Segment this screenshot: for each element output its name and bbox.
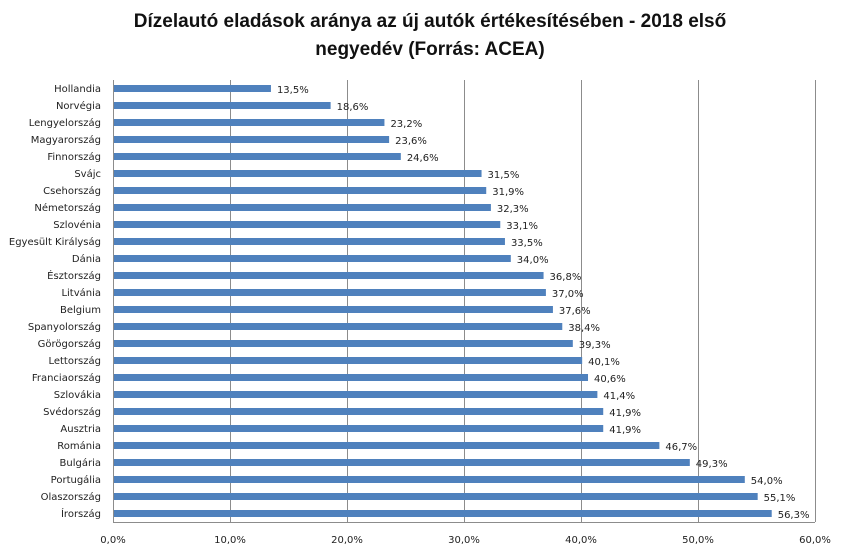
value-label: 32,3% [497,204,529,215]
value-label: 36,8% [550,272,582,283]
value-label: 31,9% [492,187,524,198]
x-tick-label: 50,0% [682,535,714,546]
value-label: 41,9% [609,408,641,419]
bar [114,476,745,483]
category-label: Svájc [74,168,101,180]
bar [114,306,553,313]
category-label: Észtország [47,269,101,282]
x-tick-labels: 0,0% 10,0% 20,0% 30,0% 40,0% 50,0% 60,0% [100,535,831,546]
value-label: 24,6% [407,153,439,164]
bar [114,374,589,381]
value-label: 49,3% [696,459,728,470]
category-label: Litvánia [61,287,101,299]
bar [114,340,573,347]
category-label: Portugália [51,474,101,486]
category-label: Németország [34,202,101,214]
value-label: 34,0% [517,255,549,266]
value-label: 54,0% [751,476,783,487]
category-label: Franciaország [32,372,101,384]
x-tick-label: 60,0% [799,535,831,546]
category-label: Írország [61,507,101,520]
category-label: Spanyolország [28,321,101,333]
value-label: 46,7% [665,442,697,453]
value-label: 18,6% [337,102,369,113]
value-label: 40,6% [594,374,626,385]
category-label: Norvégia [56,100,101,112]
chart-title: Dízelautó eladások aránya az új autók ér… [60,8,800,64]
category-label: Szlovákia [54,389,101,401]
value-label: 40,1% [588,357,620,368]
category-label: Magyarország [31,134,101,146]
category-label: Belgium [60,305,101,316]
x-tick-label: 20,0% [331,535,363,546]
x-tick-label: 30,0% [448,535,480,546]
value-label: 37,0% [552,289,584,300]
value-label: 33,5% [511,238,543,249]
value-label: 33,1% [506,221,538,232]
category-label: Görögország [38,338,101,350]
bar [114,425,604,432]
chart-title-line-2: negyedév (Forrás: ACEA) [315,39,545,60]
bar [114,391,598,398]
bar [114,170,482,177]
value-label: 41,4% [603,391,635,402]
category-label: Svédország [43,406,101,418]
bar [114,153,401,160]
category-labels: Hollandia Norvégia Lengyelország Magyarorsz… [9,84,101,520]
bar [114,289,546,296]
axes [113,80,815,523]
bar [114,442,660,449]
bars [114,85,772,517]
value-label: 31,5% [488,170,520,181]
gridlines [230,80,816,522]
category-label: Finnország [47,151,101,163]
bar [114,323,563,330]
bar [114,272,544,279]
bar [114,187,487,194]
chart-title-line-1: Dízelautó eladások aránya az új autók ér… [133,11,727,32]
bar [114,136,390,143]
bar [114,85,271,92]
value-label: 39,3% [579,340,611,351]
category-label: Egyesült Királyság [9,236,101,248]
category-label: Dánia [72,253,101,265]
bar [114,238,505,245]
value-label: 41,9% [609,425,641,436]
value-label: 37,6% [559,306,591,317]
value-labels: 13,5% 18,6% 23,2% 23,6% 24,6% 31,5% 31,9% 32,3%… [277,85,810,521]
x-tick-label: 0,0% [100,535,125,546]
bar [114,357,583,364]
value-label: 23,6% [395,136,427,147]
category-label: Bulgária [60,457,101,469]
category-label: Románia [57,440,101,452]
category-label: Ausztria [60,424,101,435]
category-label: Lengyelország [29,117,101,129]
bar [114,204,491,211]
bar [114,408,604,415]
bar [114,119,385,126]
value-label: 23,2% [390,119,422,130]
category-label: Lettország [48,355,101,367]
category-label: Olaszország [41,491,101,503]
x-tick-label: 40,0% [565,535,597,546]
value-label: 56,3% [778,510,810,521]
value-label: 55,1% [764,493,796,504]
category-label: Csehország [43,185,101,197]
value-label: 38,4% [568,323,600,334]
category-label: Szlovénia [53,219,101,231]
bar [114,493,758,500]
bar [114,255,511,262]
bar [114,221,501,228]
value-label: 13,5% [277,85,309,96]
bar [114,510,772,517]
category-label: Hollandia [54,84,101,95]
bar [114,459,690,466]
x-tick-label: 10,0% [214,535,246,546]
bar [114,102,331,109]
